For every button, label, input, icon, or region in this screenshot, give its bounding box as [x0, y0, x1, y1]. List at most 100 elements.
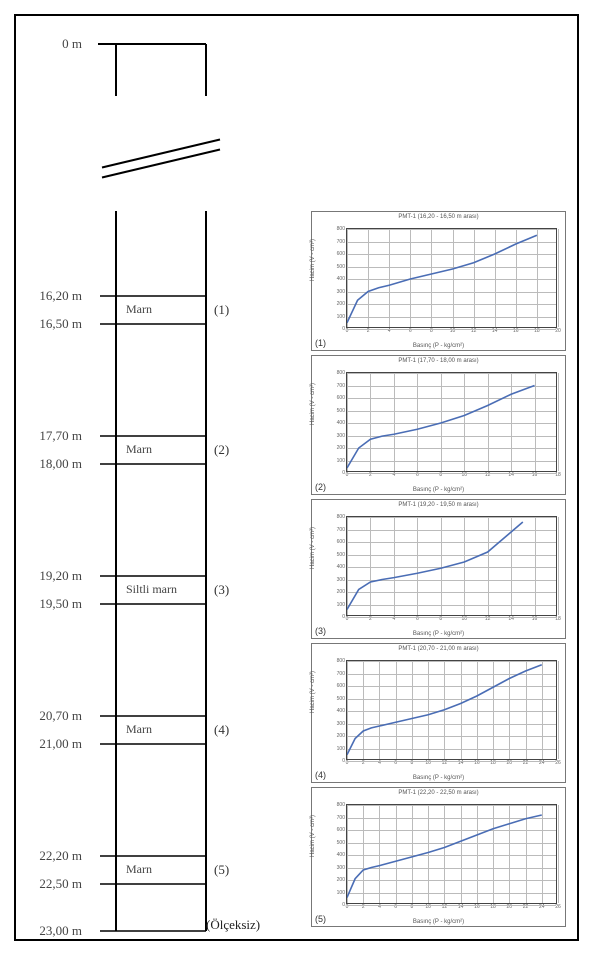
depth-label: 22,20 m: [22, 848, 82, 864]
y-tick: 100: [337, 890, 347, 896]
y-tick: 400: [337, 564, 347, 570]
chart-ylabel: Hacim (V - cm³): [310, 239, 316, 281]
layer-name: Marn: [126, 722, 152, 737]
depth-label: 19,20 m: [22, 568, 82, 584]
depth-label: 17,70 m: [22, 428, 82, 444]
y-tick: 700: [337, 383, 347, 389]
y-tick: 800: [337, 514, 347, 520]
chart-title: PMT-1 (19,20 - 19,50 m arası): [312, 502, 565, 508]
depth-label: 19,50 m: [22, 596, 82, 612]
y-tick: 300: [337, 721, 347, 727]
chart-xlabel: Basınç (P - kg/cm²): [312, 343, 565, 349]
y-tick: 700: [337, 671, 347, 677]
y-tick: 600: [337, 827, 347, 833]
chart-number: (2): [315, 482, 326, 492]
chart-plot-area: 0246810121416182022242601002003004005006…: [346, 660, 557, 760]
y-tick: 800: [337, 658, 347, 664]
chart-number: (4): [315, 770, 326, 780]
y-tick: 700: [337, 815, 347, 821]
y-tick: 400: [337, 852, 347, 858]
y-tick: 600: [337, 251, 347, 257]
chart-title: PMT-1 (20,70 - 21,00 m arası): [312, 646, 565, 652]
chart-ylabel: Hacim (V - cm³): [310, 383, 316, 425]
chart-line: [347, 373, 558, 473]
y-tick: 200: [337, 445, 347, 451]
chart-xlabel: Basınç (P - kg/cm²): [312, 487, 565, 493]
charts-panel: PMT-1 (16,20 - 16,50 m arası) Hacim (V - …: [311, 211, 566, 931]
chart-xlabel: Basınç (P - kg/cm²): [312, 775, 565, 781]
y-tick: 400: [337, 420, 347, 426]
depth-label: 23,00 m: [22, 923, 82, 939]
depth-label: 0 m: [22, 36, 82, 52]
layer-name: Marn: [126, 862, 152, 877]
y-tick: 200: [337, 301, 347, 307]
figure-frame: 0 m 16,20 m 16,50 m 17,70 m 18,00 m 19,20 m 19…: [14, 14, 579, 941]
y-tick: 100: [337, 458, 347, 464]
y-tick: 500: [337, 696, 347, 702]
y-tick: 200: [337, 733, 347, 739]
pressuremeter-chart: PMT-1 (20,70 - 21,00 m arası) Hacim (V - …: [311, 643, 566, 783]
y-tick: 300: [337, 865, 347, 871]
scale-note: (Ölçeksiz): [206, 917, 260, 933]
layer-number: (3): [214, 582, 229, 598]
chart-plot-area: 0246810121416180100200300400500600700800: [346, 372, 557, 472]
chart-line: [347, 661, 558, 761]
y-tick: 100: [337, 314, 347, 320]
layer-name: Siltli marn: [126, 582, 177, 597]
chart-ylabel: Hacim (V - cm³): [310, 671, 316, 713]
chart-xlabel: Basınç (P - kg/cm²): [312, 631, 565, 637]
chart-number: (5): [315, 914, 326, 924]
y-tick: 800: [337, 370, 347, 376]
depth-label: 18,00 m: [22, 456, 82, 472]
y-tick: 800: [337, 226, 347, 232]
depth-label: 20,70 m: [22, 708, 82, 724]
layer-number: (2): [214, 442, 229, 458]
chart-ylabel: Hacim (V - cm³): [310, 527, 316, 569]
y-tick: 400: [337, 276, 347, 282]
y-tick: 100: [337, 602, 347, 608]
pressuremeter-chart: PMT-1 (17,70 - 18,00 m arası) Hacim (V - …: [311, 355, 566, 495]
pressuremeter-chart: PMT-1 (16,20 - 16,50 m arası) Hacim (V - …: [311, 211, 566, 351]
y-tick: 700: [337, 527, 347, 533]
layer-number: (4): [214, 722, 229, 738]
depth-label: 21,00 m: [22, 736, 82, 752]
y-tick: 600: [337, 539, 347, 545]
chart-title: PMT-1 (22,20 - 22,50 m arası): [312, 790, 565, 796]
chart-title: PMT-1 (17,70 - 18,00 m arası): [312, 358, 565, 364]
y-tick: 200: [337, 589, 347, 595]
chart-line: [347, 229, 558, 329]
layer-number: (5): [214, 862, 229, 878]
chart-plot-area: 0246810121416182022242601002003004005006…: [346, 804, 557, 904]
pressuremeter-chart: PMT-1 (22,20 - 22,50 m arası) Hacim (V - …: [311, 787, 566, 927]
y-tick: 100: [337, 746, 347, 752]
borehole-svg: [16, 16, 296, 943]
chart-number: (1): [315, 338, 326, 348]
chart-plot-area: 0246810121416180100200300400500600700800: [346, 516, 557, 616]
chart-plot-area: 0246810121416182001002003004005006007008…: [346, 228, 557, 328]
y-tick: 500: [337, 408, 347, 414]
chart-ylabel: Hacim (V - cm³): [310, 815, 316, 857]
depth-label: 16,20 m: [22, 288, 82, 304]
borehole-column: 0 m 16,20 m 16,50 m 17,70 m 18,00 m 19,20 m 19…: [16, 16, 296, 939]
chart-line: [347, 517, 558, 617]
layer-name: Marn: [126, 302, 152, 317]
chart-title: PMT-1 (16,20 - 16,50 m arası): [312, 214, 565, 220]
y-tick: 600: [337, 395, 347, 401]
chart-line: [347, 805, 558, 905]
y-tick: 500: [337, 840, 347, 846]
y-tick: 800: [337, 802, 347, 808]
layer-name: Marn: [126, 442, 152, 457]
y-tick: 400: [337, 708, 347, 714]
depth-label: 16,50 m: [22, 316, 82, 332]
y-tick: 300: [337, 577, 347, 583]
y-tick: 300: [337, 289, 347, 295]
pressuremeter-chart: PMT-1 (19,20 - 19,50 m arası) Hacim (V - …: [311, 499, 566, 639]
layer-number: (1): [214, 302, 229, 318]
y-tick: 200: [337, 877, 347, 883]
chart-number: (3): [315, 626, 326, 636]
chart-xlabel: Basınç (P - kg/cm²): [312, 919, 565, 925]
y-tick: 500: [337, 264, 347, 270]
depth-label: 22,50 m: [22, 876, 82, 892]
y-tick: 500: [337, 552, 347, 558]
y-tick: 700: [337, 239, 347, 245]
